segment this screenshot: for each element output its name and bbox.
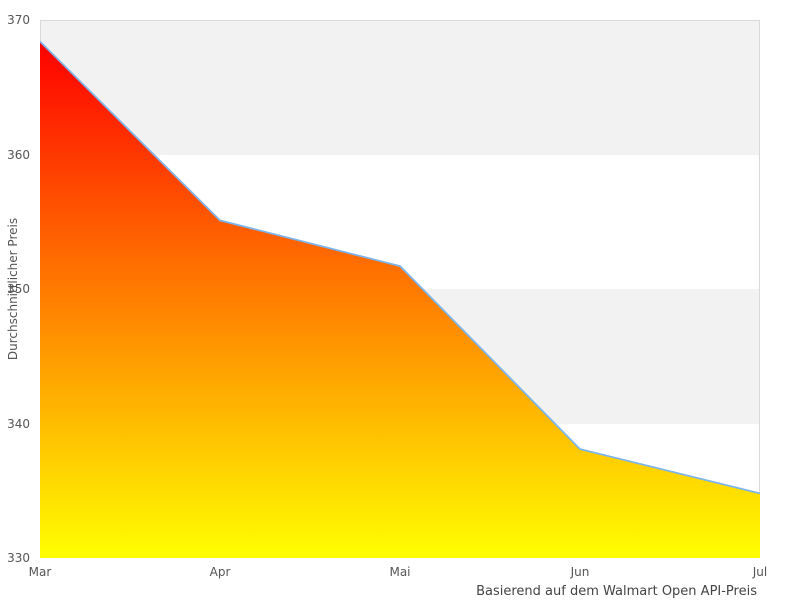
plot-area (40, 20, 760, 558)
y-axis-labels: 370 360 350 340 330 (0, 13, 31, 565)
x-axis-labels: Mar Apr Mai Jun Jul (29, 565, 768, 581)
y-axis-title: Durchschnittlicher Preis (6, 217, 20, 361)
y-axis-tick-label: 340 (7, 416, 30, 431)
y-axis-tick-label: 360 (7, 147, 30, 162)
price-line (40, 40, 760, 495)
area-fill (40, 41, 760, 558)
x-axis-tick-label: Jul (752, 565, 768, 579)
y-axis-tick-label: 370 (7, 13, 30, 27)
x-axis-tick-label: Mar (28, 565, 52, 579)
x-axis-tick-label: Apr (209, 565, 231, 579)
chart-caption: Basierend auf dem Walmart Open API-Preis (476, 584, 757, 599)
y-axis-tick-label: 350 (7, 282, 30, 296)
series-svg (40, 40, 760, 558)
plot-band (40, 20, 760, 155)
y-axis-tick-label: 330 (7, 551, 30, 565)
x-axis-tick-label: Mai (389, 565, 411, 579)
x-axis-tick-label: Jun (570, 565, 590, 579)
